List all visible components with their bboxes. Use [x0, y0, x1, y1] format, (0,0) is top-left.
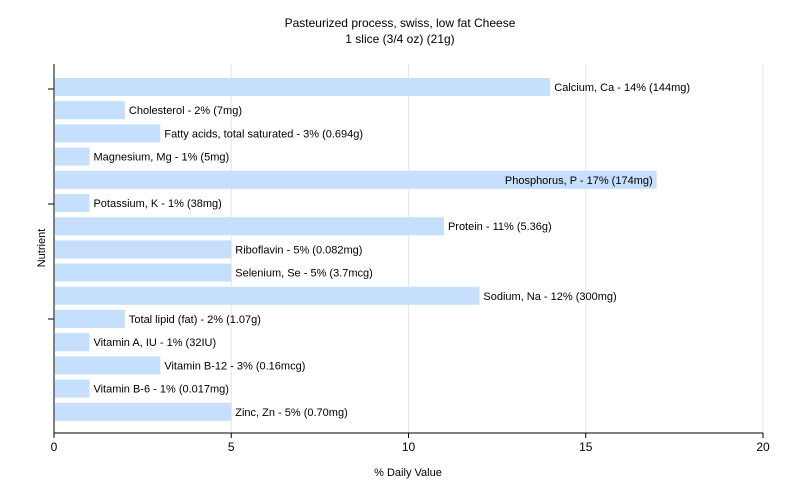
data-label: Riboflavin - 5% (0.082mg) [235, 244, 362, 256]
axes: 0 5 10 15 20 [48, 64, 770, 454]
bar [55, 78, 551, 96]
bar [55, 217, 444, 236]
y-axis-label: Nutrient [36, 229, 48, 268]
bar [55, 286, 480, 305]
bar [55, 333, 90, 352]
x-tick-label: 5 [228, 440, 235, 454]
bar [55, 170, 657, 189]
data-label: Magnesium, Mg - 1% (5mg) [93, 152, 229, 164]
chart-subtitle: 1 slice (3/4 oz) (21g) [345, 32, 455, 46]
data-label: Protein - 11% (5.36g) [448, 221, 552, 233]
bar [55, 147, 90, 166]
chart-title: Pasteurized process, swiss, low fat Chee… [284, 16, 516, 30]
data-label: Vitamin A, IU - 1% (32IU) [93, 337, 216, 349]
bar [55, 101, 125, 120]
bar [55, 194, 90, 212]
x-tick-label: 10 [402, 440, 416, 454]
bar [55, 240, 232, 259]
bar [55, 310, 125, 328]
x-tick-label: 0 [51, 440, 58, 454]
x-tick-label: 15 [579, 440, 593, 454]
bar [55, 263, 232, 282]
data-label: Cholesterol - 2% (7mg) [129, 105, 242, 117]
data-label: Vitamin B-12 - 3% (0.16mcg) [164, 360, 305, 372]
bar [55, 379, 90, 398]
bars: Calcium, Ca - 14% (144mg) Cholesterol - 2… [55, 78, 690, 421]
bar [55, 124, 161, 143]
data-label: Selenium, Se - 5% (3.7mcg) [235, 268, 373, 280]
data-label: Fatty acids, total saturated - 3% (0.694… [164, 128, 363, 140]
data-label: Sodium, Na - 12% (300mg) [483, 291, 616, 303]
bar [55, 356, 161, 375]
data-label: Vitamin B-6 - 1% (0.017mg) [93, 384, 229, 396]
bar [55, 402, 232, 421]
data-label: Calcium, Ca - 14% (144mg) [554, 82, 690, 94]
data-label: Potassium, K - 1% (38mg) [93, 198, 221, 210]
data-label: Zinc, Zn - 5% (0.70mg) [235, 407, 347, 419]
x-axis-label: % Daily Value [374, 467, 442, 479]
data-label: Total lipid (fat) - 2% (1.07g) [129, 314, 261, 326]
data-label: Phosphorus, P - 17% (174mg) [505, 175, 653, 187]
x-tick-label: 20 [756, 440, 770, 454]
